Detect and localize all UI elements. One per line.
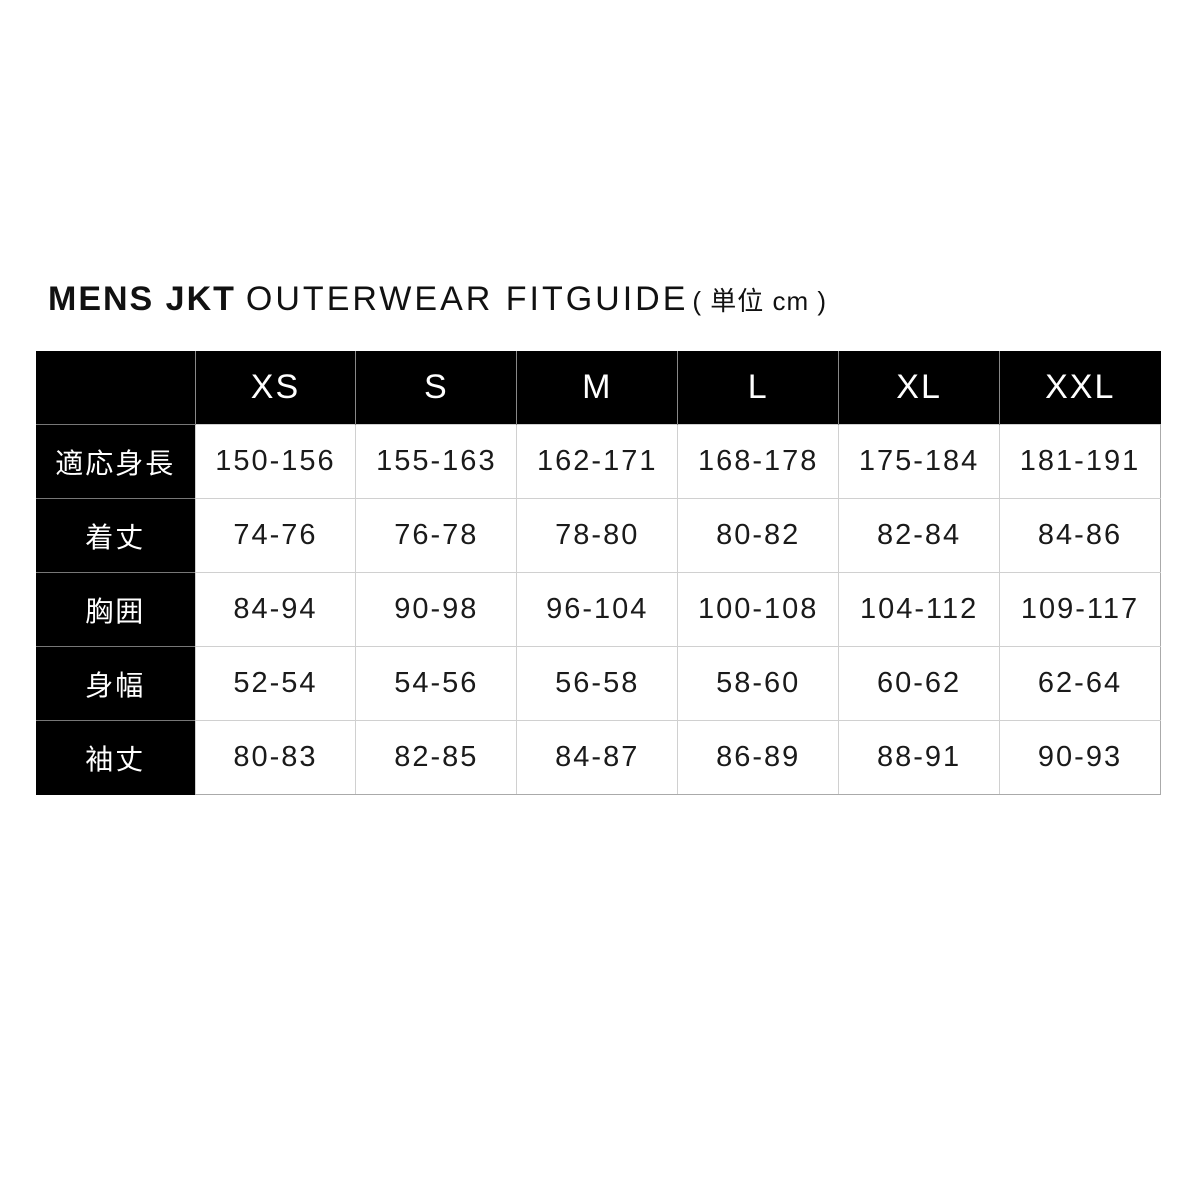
table-cell: 90-98 [355,572,518,647]
row-label: 胸囲 [36,572,195,647]
table-cell: 82-84 [838,498,1001,573]
column-header-m: M [516,351,678,425]
header-corner [36,351,195,425]
column-header-xxl: XXL [999,351,1161,425]
row-label: 袖丈 [36,720,195,795]
table-cell: 80-82 [677,498,840,573]
column-header-l: L [677,351,839,425]
table-cell: 80-83 [194,720,357,795]
table-cell: 56-58 [516,646,679,721]
table-row: 胸囲 84-94 90-98 96-104 100-108 104-112 109-117 [36,572,1161,647]
table-row: 身幅 52-54 54-56 56-58 58-60 60-62 62-64 [36,646,1161,721]
table-cell: 58-60 [677,646,840,721]
table-cell: 155-163 [355,424,518,499]
row-label: 適応身長 [36,424,195,499]
table-cell: 88-91 [838,720,1001,795]
table-cell: 82-85 [355,720,518,795]
table-cell: 150-156 [194,424,357,499]
table-cell: 52-54 [194,646,357,721]
table-cell: 62-64 [999,646,1161,721]
table-cell: 104-112 [838,572,1001,647]
table-cell: 60-62 [838,646,1001,721]
table-cell: 181-191 [999,424,1161,499]
table-cell: 175-184 [838,424,1001,499]
row-label: 着丈 [36,498,195,573]
table-cell: 86-89 [677,720,840,795]
title-bold: MENS JKT [48,280,236,318]
table-row: 適応身長 150-156 155-163 162-171 168-178 175-184 1… [36,424,1161,499]
table-cell: 74-76 [194,498,357,573]
table-cell: 76-78 [355,498,518,573]
header-row: XS S M L XL XXL [36,351,1161,425]
title-unit: ( 単位 cm ) [692,286,828,316]
column-header-xl: XL [838,351,1000,425]
table-cell: 84-86 [999,498,1161,573]
table-cell: 109-117 [999,572,1161,647]
column-header-xs: XS [194,351,356,425]
table-cell: 162-171 [516,424,679,499]
table-cell: 100-108 [677,572,840,647]
table-cell: 96-104 [516,572,679,647]
table-cell: 168-178 [677,424,840,499]
table-cell: 84-94 [194,572,357,647]
row-label: 身幅 [36,646,195,721]
page-title: MENS JKT OUTERWEAR FITGUIDE( 単位 cm ) [48,280,827,319]
title-light: OUTERWEAR FITGUIDE [245,280,689,318]
table-cell: 90-93 [999,720,1161,795]
table-row: 着丈 74-76 76-78 78-80 80-82 82-84 84-86 [36,498,1161,573]
table-cell: 78-80 [516,498,679,573]
table-cell: 54-56 [355,646,518,721]
column-header-s: S [355,351,517,425]
table-cell: 84-87 [516,720,679,795]
size-table: XS S M L XL XXL 適応身長 150-156 155-163 162-171 168-… [36,351,1161,795]
table-row: 袖丈 80-83 82-85 84-87 86-89 88-91 90-93 [36,720,1161,795]
